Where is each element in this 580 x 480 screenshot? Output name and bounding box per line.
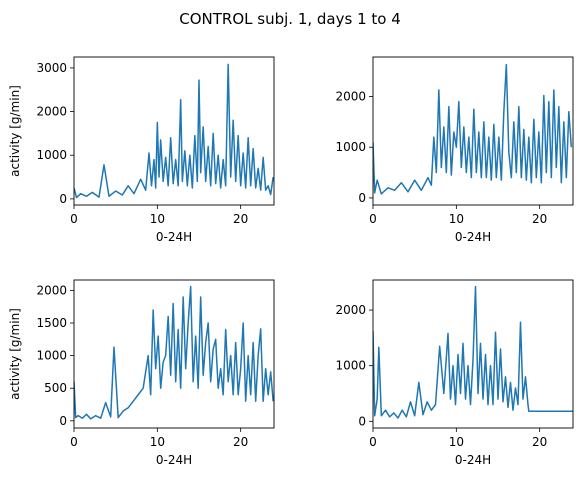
y-tick-label-1: 3000 <box>36 61 67 75</box>
axes-frame-4 <box>372 279 574 429</box>
y-tick-label-3: 1000 <box>36 349 67 363</box>
y-tick-label-3: 500 <box>44 381 67 395</box>
y-tick-label-3: 0 <box>59 414 67 428</box>
x-tick-label-2: 10 <box>449 212 464 226</box>
y-tick-label-2: 0 <box>358 191 366 205</box>
activity-line-3 <box>74 285 274 420</box>
x-tick-label-4: 0 <box>369 435 377 449</box>
x-tick-label-1: 0 <box>70 212 78 226</box>
y-tick-label-2: 1000 <box>335 140 366 154</box>
y-axis-label-3: activity [g/min] <box>8 308 22 400</box>
activity-line-4 <box>373 285 573 419</box>
x-tick-label-4: 20 <box>532 435 547 449</box>
subplot-2: 0 10 20 0 1000 2000 0-24H <box>335 56 574 244</box>
y-axis-label-1: activity [g/min] <box>8 85 22 177</box>
x-tick-label-3: 10 <box>150 435 165 449</box>
axes-frame-3 <box>73 279 275 429</box>
x-tick-label-1: 20 <box>233 212 248 226</box>
axes-frame-1 <box>73 56 275 206</box>
y-tick-label-4: 2000 <box>335 303 366 317</box>
y-tick-label-4: 1000 <box>335 359 366 373</box>
x-axis-label-1: 0-24H <box>156 230 192 244</box>
x-tick-label-2: 0 <box>369 212 377 226</box>
subplot-1: 0 10 20 0 1000 2000 3000 0-24H activity [g/min] <box>8 56 275 244</box>
x-tick-label-3: 20 <box>233 435 248 449</box>
axes-frame-2 <box>372 56 574 206</box>
x-tick-label-1: 10 <box>150 212 165 226</box>
y-tick-label-3: 2000 <box>36 283 67 297</box>
activity-line-2 <box>373 63 573 195</box>
x-axis-label-4: 0-24H <box>455 453 491 467</box>
y-tick-label-1: 2000 <box>36 105 67 119</box>
x-tick-label-4: 10 <box>449 435 464 449</box>
subplot-4: 0 10 20 0 1000 2000 0-24H <box>335 279 574 467</box>
subplot-3: 0 10 20 0 500 1000 1500 2000 0-24H activity [g/mi… <box>8 279 275 467</box>
x-axis-label-2: 0-24H <box>455 230 491 244</box>
y-tick-label-2: 2000 <box>335 90 366 104</box>
x-axis-label-3: 0-24H <box>156 453 192 467</box>
x-tick-label-3: 0 <box>70 435 78 449</box>
y-tick-label-3: 1500 <box>36 316 67 330</box>
y-tick-label-4: 0 <box>358 414 366 428</box>
x-tick-label-2: 20 <box>532 212 547 226</box>
figure-title: CONTROL subj. 1, days 1 to 4 <box>179 10 401 28</box>
activity-line-1 <box>74 63 274 199</box>
y-tick-label-1: 1000 <box>36 148 67 162</box>
y-tick-label-1: 0 <box>59 192 67 206</box>
